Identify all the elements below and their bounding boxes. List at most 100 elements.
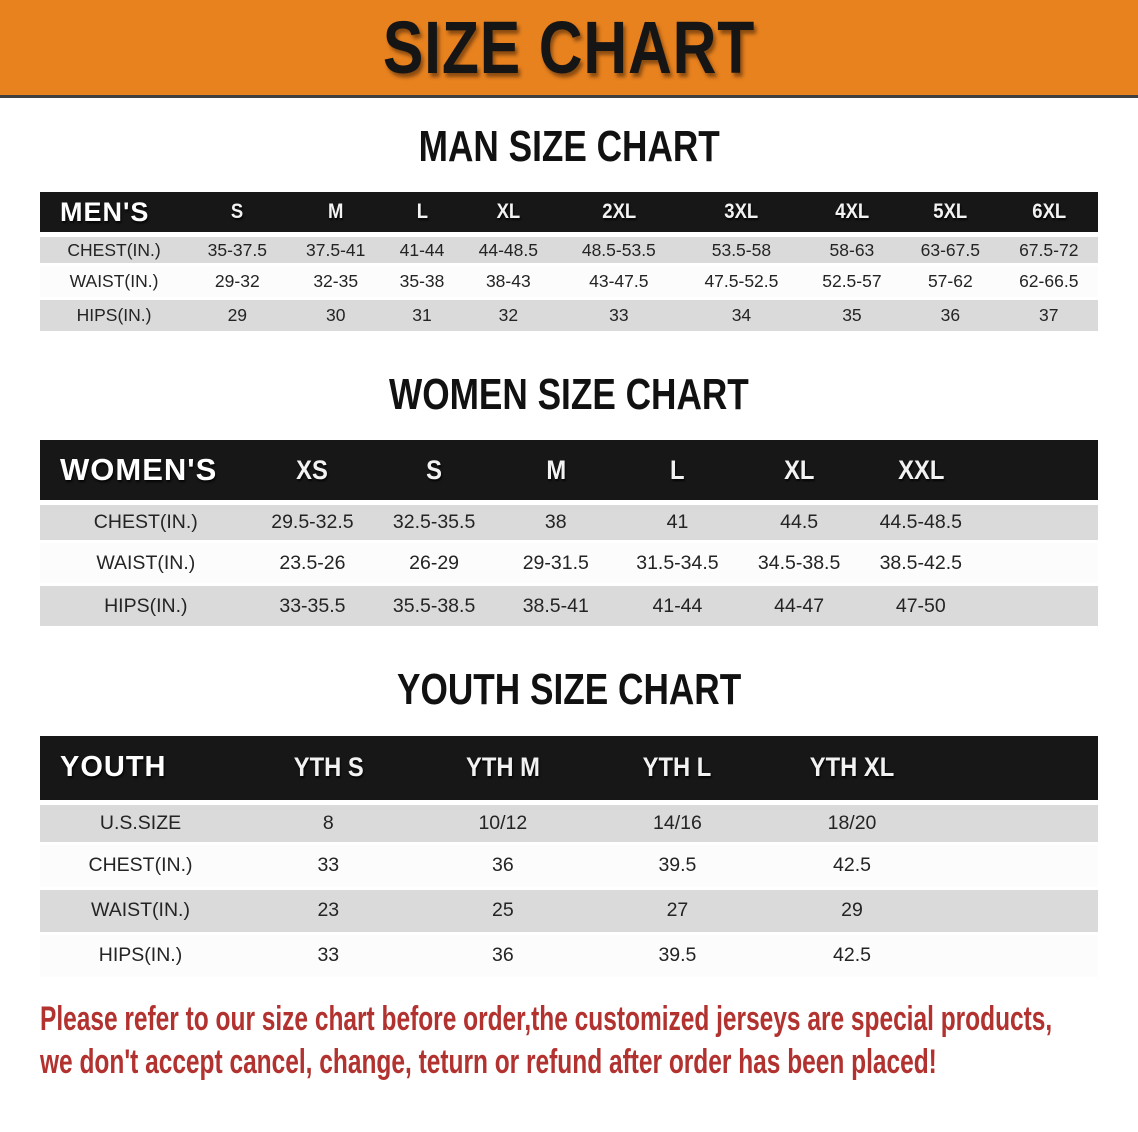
size-value-cell: 57-62 xyxy=(901,266,1000,301)
youth-section-heading: YOUTH SIZE CHART xyxy=(0,667,1138,713)
measurement-row: WAIST(IN.) 23 25 27 29 xyxy=(40,889,1098,935)
measurement-label: U.S.SIZE xyxy=(40,799,242,845)
measurement-row: CHEST(IN.) 33 36 39.5 42.5 xyxy=(40,844,1098,890)
measurement-row: WAIST(IN.) 29-32 32-35 35-38 38-43 43-47.5 47.… xyxy=(40,266,1098,301)
size-column-header-text: M xyxy=(328,200,344,224)
women-size-table: WOMEN'S XS S M L XL XXL CHEST(IN.) 29.5-32.5 32.5… xyxy=(40,440,1098,630)
size-value-cell: 33 xyxy=(557,300,681,335)
size-column-header-text: XS xyxy=(296,454,329,485)
size-column-header-text: S xyxy=(231,200,244,224)
size-column-header: YTH S xyxy=(241,735,416,800)
size-value-cell: 34 xyxy=(680,300,803,335)
size-table-head: WOMEN'S XS S M L XL XXL xyxy=(40,440,1098,501)
size-value-cell: 38 xyxy=(494,500,617,544)
row-spacer-cell xyxy=(939,844,1098,890)
size-header-row: YOUTH YTH S YTH M YTH L YTH XL xyxy=(40,735,1098,800)
size-value-cell: 47-50 xyxy=(859,586,982,630)
men-size-section: MAN SIZE CHART MEN'S S M L XL 2XL 3XL 4XL 5XL 6XL… xyxy=(0,122,1138,335)
size-column-header: XL xyxy=(738,440,860,501)
size-value-cell: 31.5-34.5 xyxy=(616,543,739,587)
page-title: SIZE CHART xyxy=(382,5,756,89)
measurement-label: HIPS(IN.) xyxy=(40,300,189,335)
disclaimer: Please refer to our size chart before or… xyxy=(40,998,1138,1085)
size-value-cell: 41 xyxy=(616,500,739,544)
measurement-label: CHEST(IN.) xyxy=(40,232,189,267)
size-value-cell: 35-37.5 xyxy=(188,232,287,267)
size-value-cell: 29.5-32.5 xyxy=(251,500,374,544)
size-value-cell: 67.5-72 xyxy=(999,232,1098,267)
size-column-header-text: 5XL xyxy=(933,200,968,224)
size-column-header: L xyxy=(616,440,739,501)
size-column-header: 5XL xyxy=(901,192,1000,233)
size-value-cell: 33-35.5 xyxy=(251,586,374,630)
size-value-cell: 36 xyxy=(415,844,591,890)
men-size-table: MEN'S S M L XL 2XL 3XL 4XL 5XL 6XL CHEST(IN.) 35-37… xyxy=(40,192,1098,335)
size-value-cell: 41-44 xyxy=(616,586,739,630)
size-value-cell: 34.5-38.5 xyxy=(738,543,860,587)
size-column-header: L xyxy=(384,192,460,233)
size-column-header: M xyxy=(286,192,385,233)
size-table-head: MEN'S S M L XL 2XL 3XL 4XL 5XL 6XL xyxy=(40,192,1098,233)
women-section-heading-text: WOMEN SIZE CHART xyxy=(389,370,749,420)
size-value-cell: 38.5-42.5 xyxy=(859,543,982,587)
size-chart-banner: SIZE CHART xyxy=(0,0,1138,98)
measurement-label: WAIST(IN.) xyxy=(40,889,242,935)
size-value-cell: 44.5-48.5 xyxy=(859,500,982,544)
size-column-header: M xyxy=(494,440,617,501)
size-column-header: XS xyxy=(251,440,374,501)
size-value-cell: 29-32 xyxy=(188,266,287,301)
measurement-label: WAIST(IN.) xyxy=(40,266,189,301)
youth-size-section: YOUTH SIZE CHART YOUTH YTH S YTH M YTH L YTH… xyxy=(0,667,1138,980)
measurement-row: HIPS(IN.) 33 36 39.5 42.5 xyxy=(40,934,1098,980)
size-column-header-text: YTH M xyxy=(465,752,540,783)
size-value-cell: 32.5-35.5 xyxy=(373,500,495,544)
table-title-cell: YOUTH xyxy=(40,735,242,800)
size-value-cell: 44.5 xyxy=(738,500,860,544)
table-title-text: WOMEN'S xyxy=(60,452,218,488)
size-value-cell: 48.5-53.5 xyxy=(557,232,681,267)
measurement-label: HIPS(IN.) xyxy=(40,586,252,630)
men-section-heading: MAN SIZE CHART xyxy=(0,122,1138,171)
size-header-row: WOMEN'S XS S M L XL XXL xyxy=(40,440,1098,501)
size-value-cell: 25 xyxy=(415,889,591,935)
size-column-header-text: 3XL xyxy=(724,200,759,224)
size-value-cell: 33 xyxy=(241,844,416,890)
measurement-row: WAIST(IN.) 23.5-26 26-29 29-31.5 31.5-34.5 34… xyxy=(40,543,1098,587)
measurement-row: CHEST(IN.) 35-37.5 37.5-41 41-44 44-48.5 48.5… xyxy=(40,232,1098,267)
size-value-cell: 30 xyxy=(286,300,385,335)
size-column-header: YTH XL xyxy=(764,735,940,800)
size-value-cell: 37 xyxy=(999,300,1098,335)
size-table-body: U.S.SIZE 8 10/12 14/16 18/20 CHEST(IN.) 33 36 39… xyxy=(40,799,1098,980)
disclaimer-line-2: we don't accept cancel, change, teturn o… xyxy=(40,1043,937,1082)
size-value-cell: 8 xyxy=(241,799,416,845)
size-column-header: XXL xyxy=(859,440,982,501)
size-column-header: 2XL xyxy=(557,192,681,233)
header-spacer-cell xyxy=(981,440,1098,501)
size-column-header: 3XL xyxy=(680,192,803,233)
size-value-cell: 39.5 xyxy=(590,934,765,980)
size-column-header: YTH L xyxy=(590,735,765,800)
size-column-header-text: 6XL xyxy=(1031,200,1066,224)
size-value-cell: 39.5 xyxy=(590,844,765,890)
table-title-text: MEN'S xyxy=(60,196,150,227)
size-value-cell: 27 xyxy=(590,889,765,935)
size-column-header-text: 2XL xyxy=(601,200,636,224)
size-value-cell: 38-43 xyxy=(459,266,558,301)
size-table-head: YOUTH YTH S YTH M YTH L YTH XL xyxy=(40,735,1098,800)
youth-size-table: YOUTH YTH S YTH M YTH L YTH XL U.S.SIZE 8 10/12… xyxy=(40,735,1098,980)
row-spacer-cell xyxy=(981,543,1098,587)
size-value-cell: 42.5 xyxy=(764,844,940,890)
measurement-label: HIPS(IN.) xyxy=(40,934,242,980)
size-value-cell: 35.5-38.5 xyxy=(373,586,495,630)
size-value-cell: 26-29 xyxy=(373,543,495,587)
size-column-header: 4XL xyxy=(802,192,902,233)
size-value-cell: 52.5-57 xyxy=(802,266,902,301)
size-value-cell: 32-35 xyxy=(286,266,385,301)
size-value-cell: 62-66.5 xyxy=(999,266,1098,301)
measurement-row: HIPS(IN.) 29 30 31 32 33 34 35 36 37 xyxy=(40,300,1098,335)
women-section-heading: WOMEN SIZE CHART xyxy=(0,370,1138,420)
size-value-cell: 36 xyxy=(415,934,591,980)
men-section-heading-text: MAN SIZE CHART xyxy=(418,122,720,171)
size-column-header: 6XL xyxy=(999,192,1098,233)
